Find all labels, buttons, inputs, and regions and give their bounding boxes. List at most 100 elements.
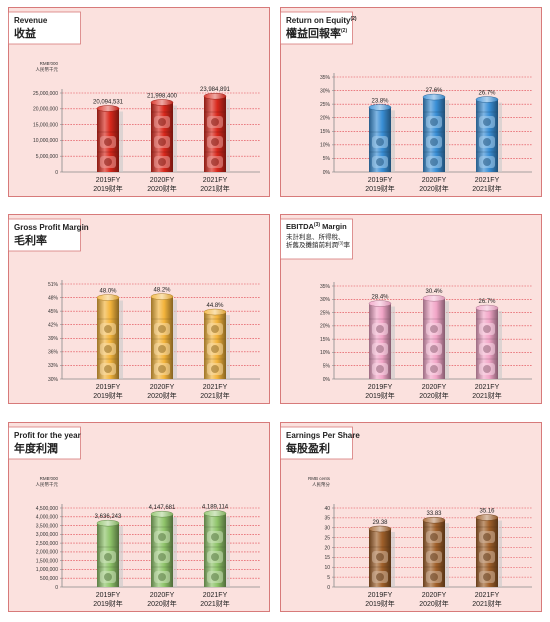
title-cn: 年度利潤 [14,441,58,455]
y-tick-label: 15% [320,337,331,343]
x-tick-label: 2021FY [475,177,500,184]
bar-decoration [430,138,438,146]
y-tick-label: 51% [48,282,59,288]
title-box [280,11,353,45]
bar-decoration [211,365,219,373]
bar-decoration [376,158,384,166]
x-tick-label-cn: 2019财年 [365,184,395,193]
bar-2021FY [203,92,230,172]
bar-cap [368,300,392,307]
y-tick-label: 40 [324,506,330,512]
bar-2021FY [475,304,502,379]
y-tick-label: 5% [323,364,331,370]
bar-body [423,97,445,172]
y-tick-label: 30% [48,377,59,383]
y-tick-label: 0 [55,170,58,176]
bar-2019FY [96,294,123,379]
bar-decoration [376,325,384,333]
bar-decoration [430,158,438,166]
x-tick-label-cn: 2020财年 [147,599,177,608]
y-tick-label: 15 [324,555,330,561]
bar-2020FY [422,516,449,587]
title-en: Profit for the year [14,431,81,440]
bar-body [369,303,391,379]
gross-margin-chart: Gross Profit Margin 毛利率 30% 33% 36% 39% 42% 45%… [8,214,270,404]
y-tick-label: 20% [320,324,331,330]
title-cn-line: 未計利息、所得稅、 [286,232,345,241]
y-tick-label: 35% [320,284,331,290]
bar-decoration [430,573,438,581]
bar-cap [203,308,227,316]
ebitda-margin-chart: EBITDA(3) Margin 未計利息、所得稅、 折舊及攤銷前利潤(3)率 0% 5… [280,214,542,404]
x-tick-label-cn: 2020财年 [147,184,177,193]
x-tick-label: 2020FY [422,384,447,391]
bar-decoration [158,118,166,126]
value-label: 26.7% [478,91,496,97]
bar-decoration [104,325,112,333]
y-tick-label: 5% [323,156,331,162]
title-box [8,11,81,45]
y-tick-label: 35 [324,516,330,522]
bar-cap [96,105,120,112]
bar-2020FY [150,293,177,379]
bar-decoration [158,553,166,561]
bar-decoration [483,158,491,166]
y-tick-label: 4,500,000 [36,506,58,512]
x-tick-label: 2019FY [368,177,393,184]
value-label: 35.16 [479,509,495,515]
y-tick-label: 1,000,000 [36,567,58,573]
x-tick-label-cn: 2019财年 [93,184,123,193]
unit-label: 人民幣千元 [36,66,59,73]
bar-2020FY [422,93,449,172]
x-tick-label: 2021FY [203,177,228,184]
bar-2021FY [475,514,502,587]
bar-cap [475,514,499,521]
bar-decoration [376,345,384,353]
x-tick-label-cn: 2021财年 [200,184,230,193]
y-tick-label: 20,000,000 [33,107,58,113]
bar-decoration [158,345,166,353]
unit-label: RMB'000 [40,476,59,481]
revenue-chart: Revenue 收益 RMB'000 人民幣千元 0 5,000,000 10,000,00… [8,7,270,197]
x-tick-label-cn: 2020财年 [419,599,449,608]
value-label: 30.4% [425,289,443,295]
bar-decoration [158,325,166,333]
bar-decoration [430,325,438,333]
value-label: 23,984,891 [200,87,231,93]
value-label: 26.7% [478,299,496,305]
x-tick-label: 2019FY [96,592,121,599]
bar-2021FY [475,96,502,172]
y-tick-label: 10 [324,565,330,571]
bar-decoration [158,533,166,541]
bar-2021FY [203,308,230,379]
y-tick-label: 30% [320,88,331,94]
bar-cap [422,93,446,101]
y-tick-label: 5,000,000 [36,154,58,160]
bar-decoration [158,365,166,373]
x-tick-label: 2019FY [96,177,121,184]
title-cn-line: 折舊及攤銷前利潤(3)率 [286,240,351,249]
y-tick-label: 36% [48,350,59,356]
x-tick-label: 2020FY [150,177,175,184]
bar-decoration [104,365,112,373]
value-label: 44.8% [206,303,224,309]
x-tick-label-cn: 2021财年 [472,599,502,608]
x-tick-label: 2019FY [368,384,393,391]
y-tick-label: 10% [320,143,331,149]
bar-decoration [483,573,491,581]
x-tick-label: 2021FY [203,384,228,391]
bar-decoration [211,553,219,561]
bar-decoration [104,553,112,561]
bar-decoration [376,138,384,146]
bar-decoration [211,118,219,126]
value-label: 4,147,681 [149,505,176,511]
bar-decoration [483,345,491,353]
bar-decoration [376,573,384,581]
y-tick-label: 20% [320,116,331,122]
bar-decoration [430,553,438,561]
